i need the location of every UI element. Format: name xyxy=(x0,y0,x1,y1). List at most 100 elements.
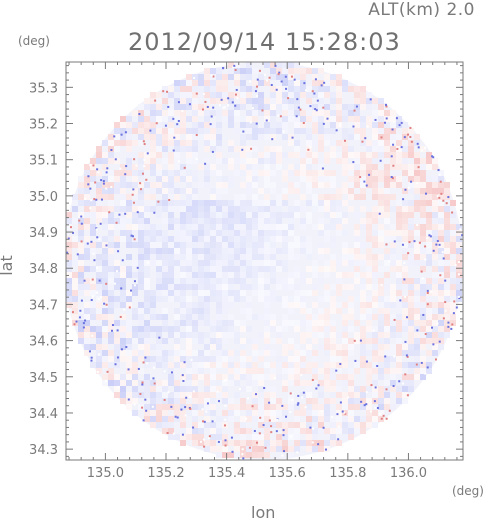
heat-cell xyxy=(204,254,210,260)
speckle xyxy=(120,287,123,290)
heat-cell xyxy=(348,374,354,380)
heat-cell xyxy=(72,308,78,314)
heat-cell xyxy=(222,236,228,242)
heat-cell xyxy=(210,296,216,302)
heat-cell xyxy=(312,326,318,332)
speckle xyxy=(455,306,458,309)
heat-cell xyxy=(210,284,216,290)
heat-cell xyxy=(396,290,402,296)
heat-cell xyxy=(258,230,264,236)
speckle xyxy=(118,213,121,216)
heat-cell xyxy=(192,140,198,146)
speckle xyxy=(232,66,235,69)
speckle xyxy=(222,67,225,70)
speckle xyxy=(270,431,273,434)
heat-cell xyxy=(456,230,462,236)
heat-cell xyxy=(306,404,312,410)
speckle xyxy=(177,160,180,163)
heat-cell xyxy=(366,230,372,236)
heat-cell xyxy=(294,152,300,158)
heat-cell xyxy=(300,86,306,92)
speckle xyxy=(426,291,429,294)
heat-cell xyxy=(270,326,276,332)
heat-cell xyxy=(252,248,258,254)
heat-cell xyxy=(246,266,252,272)
heat-cell xyxy=(276,278,282,284)
heat-cell xyxy=(222,410,228,416)
heat-cell xyxy=(156,356,162,362)
heat-cell xyxy=(144,218,150,224)
heat-cell xyxy=(108,272,114,278)
heat-cell xyxy=(138,122,144,128)
heat-cell xyxy=(306,98,312,104)
heat-cell xyxy=(162,320,168,326)
speckle xyxy=(438,243,441,246)
heat-cell xyxy=(210,128,216,134)
speckle xyxy=(167,391,170,394)
heat-cell xyxy=(288,164,294,170)
speckle xyxy=(95,228,98,231)
heat-cell xyxy=(426,302,432,308)
heat-cell xyxy=(126,182,132,188)
heat-cell xyxy=(204,170,210,176)
heat-cell xyxy=(276,404,282,410)
heat-cell xyxy=(210,86,216,92)
heat-cell xyxy=(390,386,396,392)
heat-cell xyxy=(312,158,318,164)
heat-cell xyxy=(264,284,270,290)
heat-cell xyxy=(156,332,162,338)
heat-cell xyxy=(156,260,162,266)
heat-cell xyxy=(120,212,126,218)
heat-cell xyxy=(192,230,198,236)
heat-cell xyxy=(318,242,324,248)
speckle xyxy=(366,125,369,128)
heat-cell xyxy=(114,302,120,308)
speckle xyxy=(380,136,383,139)
heat-cell xyxy=(354,158,360,164)
heat-cell xyxy=(366,284,372,290)
heat-cell xyxy=(300,332,306,338)
speckle xyxy=(202,420,205,423)
speckle xyxy=(256,85,259,88)
heat-cell xyxy=(240,428,246,434)
heat-cell xyxy=(294,68,300,74)
heat-cell xyxy=(336,308,342,314)
speckle xyxy=(90,240,93,243)
heat-cell xyxy=(390,380,396,386)
heat-cell xyxy=(420,170,426,176)
heat-cell xyxy=(216,254,222,260)
heat-cell xyxy=(192,116,198,122)
heat-cell xyxy=(192,398,198,404)
heat-cell xyxy=(156,212,162,218)
heat-cell xyxy=(138,194,144,200)
heat-cell xyxy=(114,224,120,230)
heat-cell xyxy=(306,236,312,242)
heat-cell xyxy=(138,314,144,320)
heat-cell xyxy=(156,170,162,176)
heat-cell xyxy=(288,218,294,224)
heat-cell xyxy=(126,344,132,350)
speckle xyxy=(253,429,256,432)
heat-cell xyxy=(222,302,228,308)
heat-cell xyxy=(108,242,114,248)
heat-cell xyxy=(450,320,456,326)
heat-cell xyxy=(234,74,240,80)
heat-cell xyxy=(438,218,444,224)
speckle xyxy=(403,278,406,281)
heat-cell xyxy=(288,422,294,428)
heat-cell xyxy=(432,314,438,320)
speckle xyxy=(97,171,100,174)
heat-cell xyxy=(378,398,384,404)
heat-cell xyxy=(294,374,300,380)
heat-cell xyxy=(366,140,372,146)
heat-cell xyxy=(354,128,360,134)
heat-cell xyxy=(210,386,216,392)
heat-cell xyxy=(402,224,408,230)
heat-cell xyxy=(234,350,240,356)
speckle xyxy=(434,358,437,361)
speckle xyxy=(94,181,97,184)
heat-cell xyxy=(138,104,144,110)
speckle xyxy=(181,374,184,377)
heat-cell xyxy=(390,266,396,272)
heat-cell xyxy=(210,272,216,278)
